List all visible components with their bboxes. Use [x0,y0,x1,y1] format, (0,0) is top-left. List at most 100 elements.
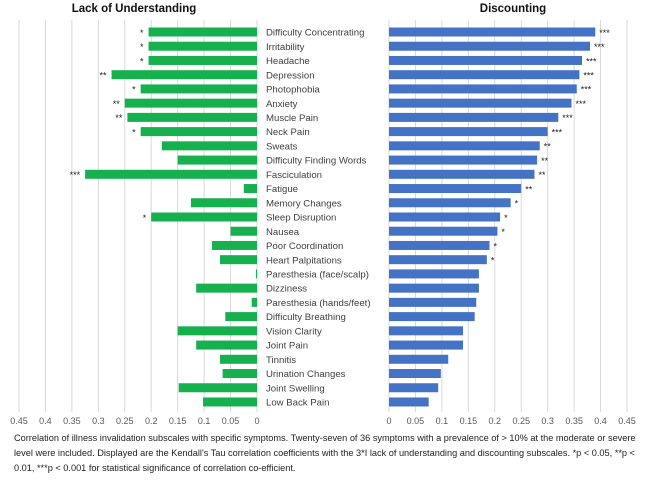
left-bar [124,98,258,108]
symptom-label: Anxiety [266,99,298,110]
left-bars: *************** [70,27,258,407]
right-significance-label: *** [581,85,592,95]
right-bar [389,397,429,407]
left-bar [230,226,257,236]
left-bar [203,397,257,407]
left-bar [255,269,257,279]
right-significance-label: * [515,199,519,209]
left-bar [127,112,257,122]
left-tick-label: 0.15 [169,416,187,426]
left-bar [148,27,257,37]
left-significance-label: * [132,127,136,137]
right-bar [389,283,479,293]
symptom-label: Low Back Pain [266,398,329,409]
right-significance-label: *** [586,56,597,66]
left-significance-label: * [132,85,136,95]
right-bar [389,98,572,108]
right-bar [389,141,540,151]
right-significance-label: * [504,213,508,223]
right-tick-label: 0.35 [565,416,583,426]
symptom-label: Headache [266,56,310,67]
right-tick-label: 0.05 [407,416,425,426]
left-chart-title: Lack of Understanding [72,3,197,15]
right-bar [389,127,548,137]
symptom-label: Joint Swelling [266,383,325,394]
right-significance-label: *** [594,42,605,52]
correlation-chart: Lack of Understanding Discounting ******… [10,3,636,426]
right-significance-label: *** [562,113,573,123]
symptom-label: Poor Coordination [266,241,343,252]
right-bar [389,198,511,208]
left-bar [140,84,257,94]
left-bar [251,297,257,307]
right-axis-ticks: 0 0.05 0.1 0.15 0.2 0.25 0.3 0.35 0.4 0.45 [386,416,635,426]
left-tick-label: 0.35 [63,416,81,426]
left-bar [140,127,257,137]
left-bar [148,55,257,65]
right-chart-title: Discounting [480,3,546,15]
symptom-label: Tinnitis [266,355,296,366]
right-bar [389,212,501,222]
right-bars: ************************************* [389,27,610,407]
right-tick-label: 0.15 [460,416,478,426]
right-bar [389,326,464,336]
right-bar [389,269,479,279]
left-bar [212,240,257,250]
symptom-label: Dizziness [266,284,307,295]
symptom-label: Nausea [266,227,300,238]
left-bar [219,354,257,364]
right-significance-label: * [491,255,495,265]
left-bar [151,212,257,222]
right-significance-label: *** [583,70,594,80]
right-bar [389,369,441,379]
left-tick-label: 0.25 [116,416,134,426]
left-tick-label: 0.2 [145,416,158,426]
left-bar [161,141,257,151]
right-bar [389,340,464,350]
symptom-label: Neck Pain [266,127,310,138]
left-bar [196,283,257,293]
right-significance-label: *** [575,99,586,109]
left-bar [177,155,257,165]
left-significance-label: * [143,213,147,223]
right-bar [389,70,580,80]
left-bar [85,169,257,179]
symptom-label: Difficulty Finding Words [266,156,367,167]
right-significance-label: * [501,227,505,237]
left-bar [222,369,257,379]
left-significance-label: * [140,42,144,52]
symptom-label: Memory Changes [266,198,342,209]
left-bar [177,326,257,336]
symptom-label: Sleep Disruption [266,213,336,224]
right-tick-label: 0 [386,416,391,426]
left-significance-label: ** [115,113,123,123]
right-significance-label: ** [544,142,552,152]
left-tick-label: 0.45 [10,416,28,426]
right-bar [389,112,559,122]
right-bar [389,84,577,94]
right-tick-label: 0.25 [512,416,530,426]
symptom-label: Paresthesia (hands/feet) [266,298,371,309]
symptom-label: Difficulty Concentrating [266,28,364,39]
right-bar [389,240,490,250]
right-bar [389,184,522,194]
left-significance-label: ** [113,99,121,109]
right-bar [389,169,535,179]
left-axis-ticks: 0.45 0.4 0.35 0.3 0.25 0.2 0.15 0.1 0.05 0 [10,416,259,426]
left-bar [178,383,257,393]
right-tick-label: 0.45 [618,416,636,426]
left-tick-label: 0 [254,416,259,426]
left-bar [219,255,257,265]
symptom-label: Photophobia [266,85,321,96]
left-bar [225,312,257,322]
right-bar [389,312,475,322]
symptom-label: Heart Palpitations [266,255,342,266]
right-bar [389,226,498,236]
symptom-label: Difficulty Breathing [266,312,346,323]
right-significance-label: * [493,241,497,251]
right-bar [389,354,449,364]
symptom-label: Urination Changes [266,369,346,380]
left-tick-label: 0.05 [222,416,240,426]
left-bar [148,41,257,51]
right-bar [389,55,583,65]
